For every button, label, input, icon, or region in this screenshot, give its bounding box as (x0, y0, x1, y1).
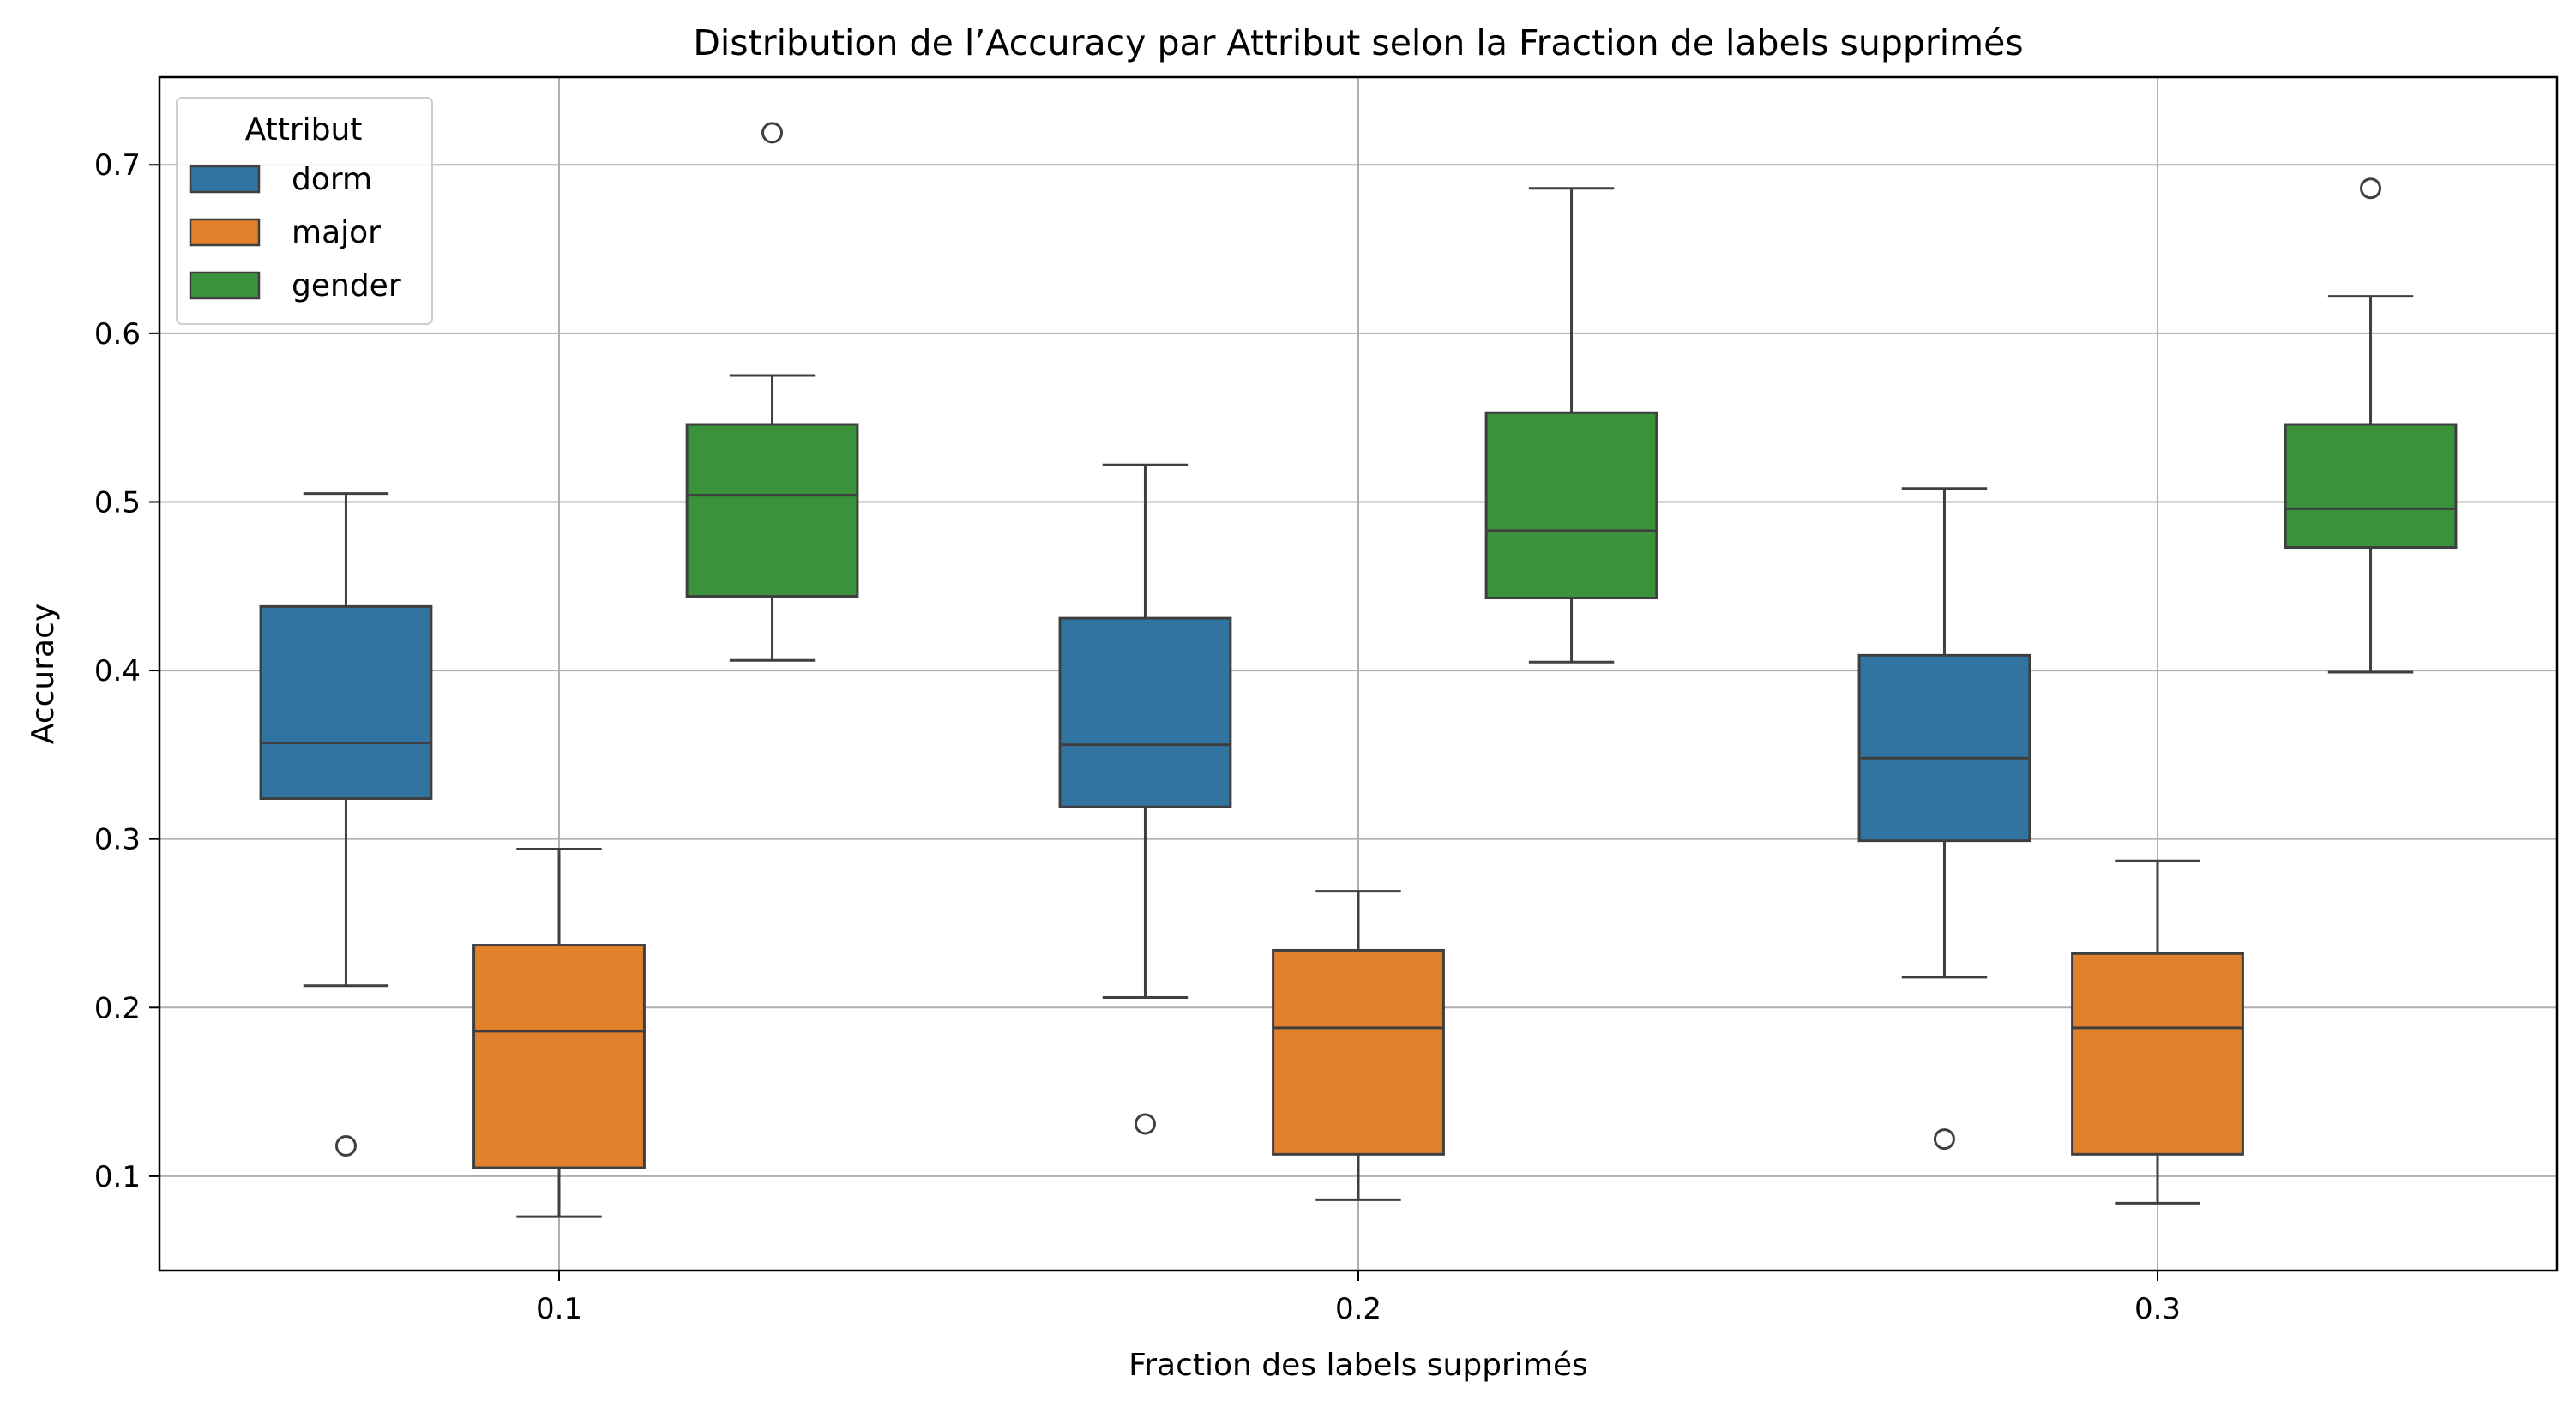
box-major-0.1 (472, 847, 646, 1218)
y-axis-label: Accuracy (26, 604, 61, 744)
y-tick-label: 0.5 (94, 485, 141, 520)
box-iqr (472, 944, 646, 1169)
box-major-0.3 (2071, 859, 2244, 1205)
legend-swatch-dorm (189, 165, 261, 194)
outlier-point (1134, 1113, 1156, 1135)
x-tick-label: 0.2 (1335, 1292, 1381, 1326)
box-gender-0.3 (2284, 177, 2458, 674)
box-iqr (2284, 423, 2458, 550)
axes: 0.1 0.2 0.3 0.4 0.5 0.6 0.7 0.1 0.2 0.3 (94, 148, 2181, 1326)
legend-label-dorm: dorm (292, 162, 372, 197)
chart-title: Distribution de l’Accuracy par Attribut … (693, 22, 2023, 63)
box-iqr (259, 604, 433, 800)
box-iqr (1272, 948, 1445, 1156)
box-iqr (2071, 952, 2244, 1156)
box-gender-0.2 (1484, 187, 1658, 664)
box-iqr (1484, 411, 1658, 600)
box-major-0.2 (1272, 890, 1445, 1201)
box-iqr (1058, 616, 1232, 808)
legend-frame (176, 97, 433, 325)
legend-swatch-major (189, 218, 261, 247)
y-tick-label: 0.2 (94, 991, 141, 1025)
legend: Attribut dorm major gender (176, 97, 433, 325)
boxes (259, 122, 2458, 1218)
legend-swatch-gender (189, 271, 261, 300)
legend-label-gender: gender (292, 268, 401, 303)
box-dorm-0.1 (259, 492, 433, 1157)
y-tick-label: 0.4 (94, 654, 141, 688)
legend-label-major: major (292, 215, 381, 250)
outlier-point (2360, 177, 2382, 200)
box-iqr (685, 423, 859, 598)
legend-title: Attribut (245, 112, 363, 147)
y-tick-label: 0.7 (94, 148, 141, 183)
outlier-point (334, 1135, 357, 1157)
x-axis-label: Fraction des labels supprimés (1129, 1348, 1588, 1383)
y-tick-label: 0.6 (94, 317, 141, 351)
outlier-point (1933, 1128, 1955, 1151)
x-tick-label: 0.1 (536, 1292, 582, 1326)
outlier-point (761, 122, 784, 144)
x-tick-label: 0.3 (2134, 1292, 2181, 1326)
box-dorm-0.2 (1058, 463, 1232, 1135)
box-gender-0.1 (685, 122, 859, 662)
y-tick-label: 0.3 (94, 823, 141, 857)
box-dorm-0.3 (1857, 487, 2031, 1151)
y-tick-label: 0.1 (94, 1160, 141, 1194)
box-iqr (1857, 653, 2031, 843)
